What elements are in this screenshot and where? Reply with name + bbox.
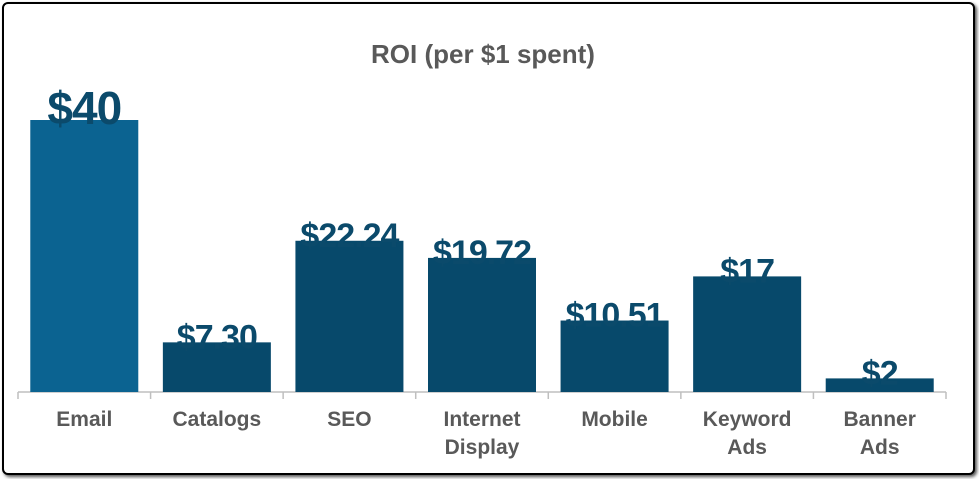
chart-title: ROI (per $1 spent) [371, 39, 595, 69]
value-label: $40 [47, 82, 121, 134]
value-label: $19.72 [433, 234, 531, 272]
value-label: $7.30 [177, 318, 257, 356]
value-label: $2 [862, 354, 898, 392]
x-tick-label: Internet Display [443, 408, 521, 459]
bar [30, 120, 139, 392]
x-tick-label: Email [56, 408, 113, 431]
bar [560, 320, 669, 392]
x-tick-label: Catalogs [172, 408, 262, 431]
value-label: $22.24 [300, 217, 399, 255]
bar [428, 257, 536, 392]
x-tick-label: Banner Ads [843, 408, 916, 459]
bar [295, 240, 404, 392]
x-tick-label: Keyword Ads [702, 408, 792, 459]
value-label: $10.51 [566, 297, 664, 335]
value-label: $17 [720, 252, 774, 290]
x-tick-label: SEO [327, 408, 372, 431]
x-tick-label: Mobile [581, 408, 648, 431]
bar [693, 276, 802, 392]
bar [825, 378, 934, 392]
bar [162, 342, 271, 392]
